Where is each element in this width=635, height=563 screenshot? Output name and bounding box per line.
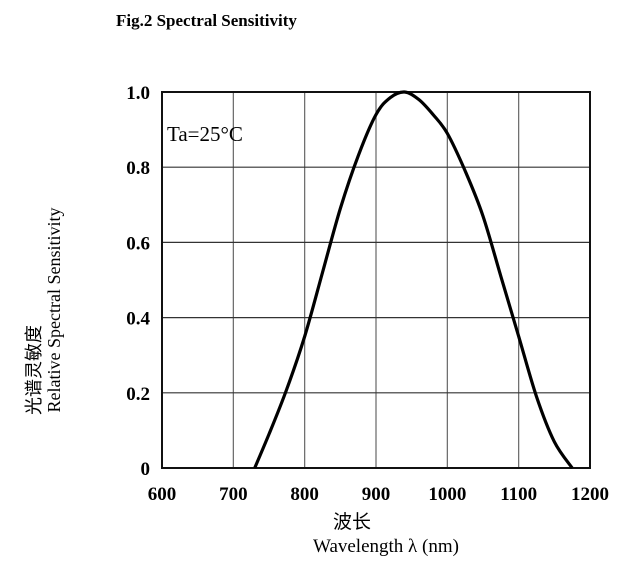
x-axis-label-chinese: 波长 [333, 511, 371, 533]
x-tick-labels: 600 700 800 900 1000 1100 1200 [148, 484, 609, 505]
y-tick-label: 0 [141, 459, 151, 480]
y-tick-label: 1.0 [126, 83, 150, 104]
y-tick-label: 0.4 [126, 309, 150, 330]
y-axis-label: Relative Spectral Sensitivity [44, 208, 64, 413]
y-tick-label: 0.6 [126, 233, 150, 254]
x-tick-label: 600 [148, 484, 177, 505]
series-layer [253, 90, 574, 469]
grid [162, 92, 590, 468]
y-tick-labels: 0 0.2 0.4 0.6 0.8 1.0 [126, 83, 150, 480]
x-tick-label: 700 [219, 484, 248, 505]
y-axis-label-chinese: 光谱灵敏度 [24, 325, 44, 415]
x-axis-label: Wavelength λ (nm) [313, 536, 459, 557]
sensitivity-curve [253, 90, 574, 469]
chart-title: Fig.2 Spectral Sensitivity [116, 11, 297, 30]
x-tick-label: 1200 [571, 484, 609, 505]
y-tick-label: 0.8 [126, 158, 150, 179]
plot-frame [161, 91, 591, 469]
x-tick-label: 800 [290, 484, 319, 505]
y-tick-label: 0.2 [126, 384, 150, 405]
temperature-annotation: Ta=25°C [167, 122, 243, 146]
x-tick-label: 900 [362, 484, 391, 505]
x-tick-label: 1100 [500, 484, 537, 505]
x-tick-label: 1000 [428, 484, 466, 505]
